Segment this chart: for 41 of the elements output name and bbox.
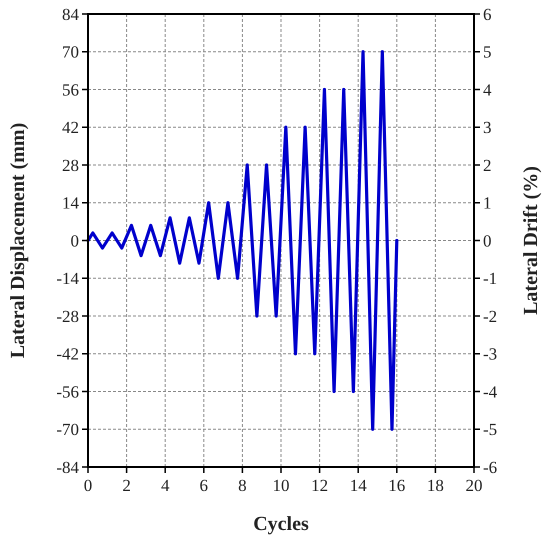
x-tick-label: 10: [272, 476, 290, 495]
y2-tick-label: -5: [483, 420, 498, 440]
y-tick-label: 42: [62, 118, 79, 138]
y2-tick-label: 0: [483, 231, 492, 250]
y2-tick-label: -2: [483, 306, 498, 326]
y2-tick-label: -6: [483, 458, 498, 477]
y-tick-label: -84: [56, 458, 80, 477]
y2-tick-label: 4: [483, 80, 492, 100]
y-tick-label: -42: [56, 344, 79, 364]
y-tick-label: 0: [70, 231, 79, 250]
x-tick-label: 20: [466, 476, 482, 495]
y-tick-label: 84: [62, 4, 80, 24]
y-tick-label: 14: [62, 194, 80, 213]
y-axis-title: Lateral Displacement (mm): [7, 122, 29, 358]
y2-tick-label: 1: [483, 194, 492, 213]
x-axis-title: Cycles: [253, 513, 309, 535]
y2-tick-label: 6: [483, 4, 492, 24]
x-tick-label: 12: [311, 476, 328, 495]
x-tick-label: 0: [84, 476, 92, 495]
y2-tick-label: -3: [483, 344, 498, 364]
y2-tick-label: 3: [483, 118, 492, 138]
y2-tick-label: -4: [483, 382, 498, 402]
x-tick-label: 2: [122, 476, 131, 495]
y-tick-label: -56: [56, 382, 79, 402]
y2-tick-label: -1: [483, 269, 498, 288]
x-tick-label: 14: [350, 476, 368, 495]
line-series: [86, 50, 398, 431]
x-tick-label: 6: [200, 476, 208, 495]
y-tick-label: 70: [62, 42, 79, 62]
y-tick-label: -28: [56, 306, 79, 326]
y-tick-label: -70: [56, 420, 79, 440]
y-tick-label: -14: [56, 269, 80, 288]
y2-tick-label: 5: [483, 42, 492, 62]
x-tick-label: 18: [426, 476, 444, 495]
x-tick-label: 16: [388, 476, 406, 495]
y-tick-label: 56: [62, 80, 79, 100]
y2-axis-title: Lateral Drift (%): [520, 166, 542, 315]
x-tick-label: 8: [238, 476, 247, 495]
y2-tick-label: 2: [483, 156, 492, 175]
y-tick-label: 28: [62, 156, 79, 175]
x-tick-label: 4: [160, 476, 170, 495]
